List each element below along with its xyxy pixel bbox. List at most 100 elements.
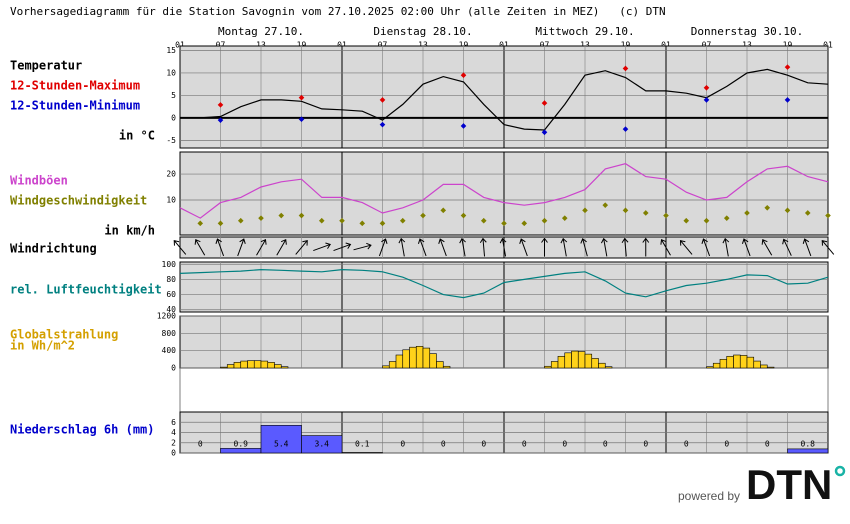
wind-arrow xyxy=(580,238,588,257)
diamond xyxy=(440,207,447,214)
diamond xyxy=(278,212,285,219)
wind-arrow xyxy=(173,239,187,255)
diamond xyxy=(460,212,467,219)
bar xyxy=(260,425,302,454)
diamond xyxy=(622,126,629,132)
diamond xyxy=(217,117,224,123)
day-label: Montag 27.10. xyxy=(218,25,304,38)
bar xyxy=(280,366,289,369)
bar xyxy=(415,346,424,369)
value-label: 0 xyxy=(481,440,486,449)
bar xyxy=(557,355,566,369)
wind-arrow xyxy=(621,237,629,257)
panel-label: rel. Luftfeuchtigkeit xyxy=(10,283,162,297)
arrow-shape xyxy=(541,237,548,257)
bar xyxy=(760,364,768,369)
y-tick-label: -5 xyxy=(166,136,176,145)
bar xyxy=(739,355,748,369)
x-tick-label: 01 xyxy=(337,41,347,50)
diamond xyxy=(521,220,528,227)
wind-arrow xyxy=(722,237,730,257)
bar xyxy=(726,355,734,369)
diamond xyxy=(359,220,366,227)
value-label: 0 xyxy=(684,440,689,449)
diamond xyxy=(764,204,771,211)
y-tick-label: 0 xyxy=(171,113,176,122)
bar xyxy=(274,364,282,369)
bar xyxy=(341,452,383,454)
panel-label: in Wh/m^2 xyxy=(10,339,75,353)
value-label: 0 xyxy=(400,440,405,449)
x-tick-label: 13 xyxy=(742,41,752,50)
arrow-shape xyxy=(256,238,267,256)
arrow-shape xyxy=(417,238,427,257)
arrow-shape xyxy=(741,238,751,257)
panel-label: 12-Stunden-Minimum xyxy=(10,99,140,113)
wind-arrow xyxy=(642,237,650,257)
value-label: 0 xyxy=(198,440,203,449)
bar xyxy=(564,352,572,369)
diamond xyxy=(561,215,568,221)
bar xyxy=(712,362,721,369)
value-label: 0.1 xyxy=(355,440,370,449)
bar xyxy=(301,435,343,454)
wind-arrow xyxy=(679,239,693,255)
bar xyxy=(436,361,444,369)
bar xyxy=(746,356,755,369)
diamond xyxy=(744,210,750,216)
wind-arrow xyxy=(499,237,507,257)
diamond xyxy=(602,202,609,208)
panel-label: Temperatur xyxy=(10,59,82,73)
wind-arrow xyxy=(701,238,711,257)
y-tick-label: 20 xyxy=(166,170,176,179)
bar xyxy=(253,360,262,369)
value-label: 0 xyxy=(603,440,608,449)
arrow-shape xyxy=(701,238,711,257)
diamond xyxy=(298,94,305,101)
wind-arrow xyxy=(398,237,406,257)
diamond xyxy=(298,212,305,219)
diamond xyxy=(379,121,386,128)
panel-label: Windgeschwindigkeit xyxy=(10,194,147,208)
panel-label: Windböen xyxy=(10,174,68,188)
arrow-shape xyxy=(313,242,331,252)
wind-arrow xyxy=(541,237,548,257)
x-tick-label: 07 xyxy=(216,41,226,50)
diamond xyxy=(460,72,467,79)
diamond xyxy=(379,97,386,103)
value-label: 0 xyxy=(522,440,527,449)
y-tick-label: 1200 xyxy=(157,312,176,321)
value-label: 0 xyxy=(765,440,770,449)
bar xyxy=(584,353,593,369)
arrow-shape xyxy=(353,242,372,251)
wind-arrow xyxy=(313,242,331,252)
bar xyxy=(409,346,417,369)
panel-label: Windrichtung xyxy=(10,242,97,256)
bar xyxy=(787,448,829,454)
arrow-shape xyxy=(194,238,206,256)
wind-arrow xyxy=(479,237,487,257)
x-tick-label: 07 xyxy=(378,41,388,50)
arrow-shape xyxy=(642,237,650,257)
arrow-shape xyxy=(459,237,466,257)
panel-label: Niederschlag 6h (mm) xyxy=(10,423,155,437)
arrow-shape xyxy=(398,237,406,257)
value-label: 3.4 xyxy=(315,440,330,449)
value-label: 0.9 xyxy=(234,440,249,449)
wind-arrow xyxy=(821,239,835,255)
wind-arrow xyxy=(353,242,372,251)
diamond xyxy=(480,217,487,224)
value-label: 0 xyxy=(562,440,567,449)
bar xyxy=(442,365,451,369)
y-tick-label: 0 xyxy=(171,364,176,373)
arrow-shape xyxy=(722,237,730,257)
diamond xyxy=(420,212,426,219)
chart-title: Vorhersagediagramm für die Station Savog… xyxy=(10,5,666,18)
arrow-shape xyxy=(438,238,447,257)
x-tick-label: 19 xyxy=(297,41,307,50)
x-tick-label: 01 xyxy=(499,41,509,50)
bar xyxy=(733,354,741,369)
arrow-shape xyxy=(333,242,352,252)
wind-arrow xyxy=(519,238,528,257)
bar xyxy=(591,358,599,369)
